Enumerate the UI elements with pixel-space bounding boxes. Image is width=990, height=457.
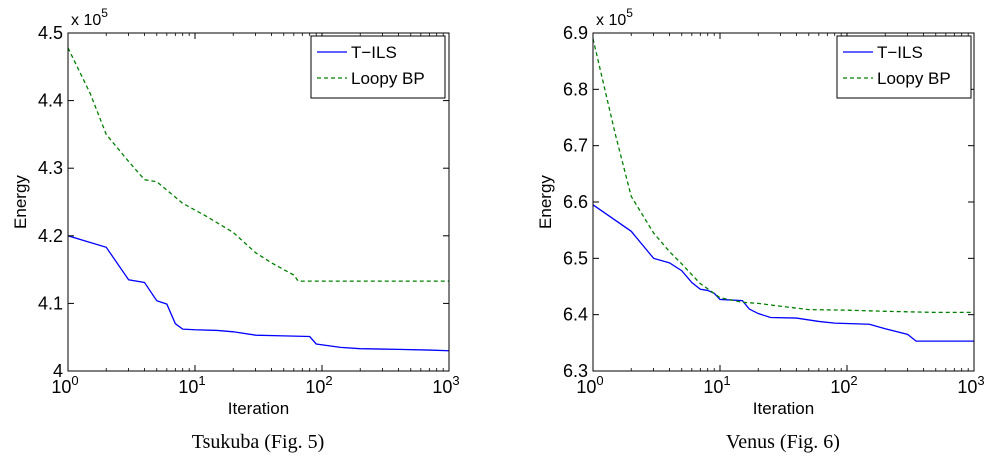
figure-caption: Tsukuba (Fig. 5) <box>192 431 324 453</box>
axes-frame <box>67 32 450 372</box>
x-axis-label: Iteration <box>228 399 289 418</box>
x-tick-label: 102 <box>830 373 857 397</box>
x-tick-label: 103 <box>957 373 984 397</box>
y-tick-label: 6.7 <box>563 136 588 156</box>
x-axis-label: Iteration <box>753 399 814 418</box>
series-line-loopy-bp <box>68 47 449 282</box>
y-multiplier-label: x 105 <box>596 6 633 29</box>
legend: T−ILS Loopy BP <box>310 35 446 99</box>
y-tick-label: 6.6 <box>563 192 588 212</box>
series-line-t-ils <box>68 235 449 352</box>
y-tick-label: 4.4 <box>38 91 63 111</box>
x-tick-label: 101 <box>703 373 730 397</box>
y-axis-label: Energy <box>536 175 555 229</box>
x-tick-label: 103 <box>432 373 459 397</box>
x-tick-label: 102 <box>305 373 332 397</box>
series-line-loopy-bp <box>593 38 974 314</box>
y-tick-label: 4.3 <box>38 158 63 178</box>
legend-label-loopy-bp: Loopy BP <box>351 69 425 88</box>
x-tick-label: 100 <box>51 373 78 397</box>
y-tick-label: 6.4 <box>563 305 588 325</box>
y-tick-label: 4.1 <box>38 293 63 313</box>
legend-box <box>310 35 446 99</box>
chart-2: 100 101 102 103 6.3 6.4 6.5 6.6 6.7 6.8 6.9 x 105 It… <box>536 6 985 453</box>
legend-box <box>836 35 972 99</box>
y-tick-label: 6.5 <box>563 248 588 268</box>
x-tick-label: 101 <box>178 373 205 397</box>
series-line-t-ils <box>593 204 974 342</box>
figure-caption: Venus (Fig. 6) <box>726 431 840 453</box>
y-tick-label: 6.9 <box>563 23 588 43</box>
legend: T−ILS Loopy BP <box>836 35 972 99</box>
legend-label-loopy-bp: Loopy BP <box>877 69 951 88</box>
y-axis-label: Energy <box>11 175 30 229</box>
y-tick-label: 4.2 <box>38 226 63 246</box>
y-tick-label: 6.3 <box>563 361 588 381</box>
chart-1: 100 101 102 103 4 4.1 4.2 4.3 4.4 4.5 x 105 Iterati… <box>11 6 460 453</box>
y-multiplier-label: x 105 <box>71 6 108 29</box>
x-tick-label: 100 <box>576 373 603 397</box>
legend-label-t-ils: T−ILS <box>877 43 923 62</box>
y-tick-label: 4.5 <box>38 23 63 43</box>
y-tick-label: 6.8 <box>563 79 588 99</box>
y-tick-label: 4 <box>53 361 63 381</box>
legend-label-t-ils: T−ILS <box>351 43 397 62</box>
